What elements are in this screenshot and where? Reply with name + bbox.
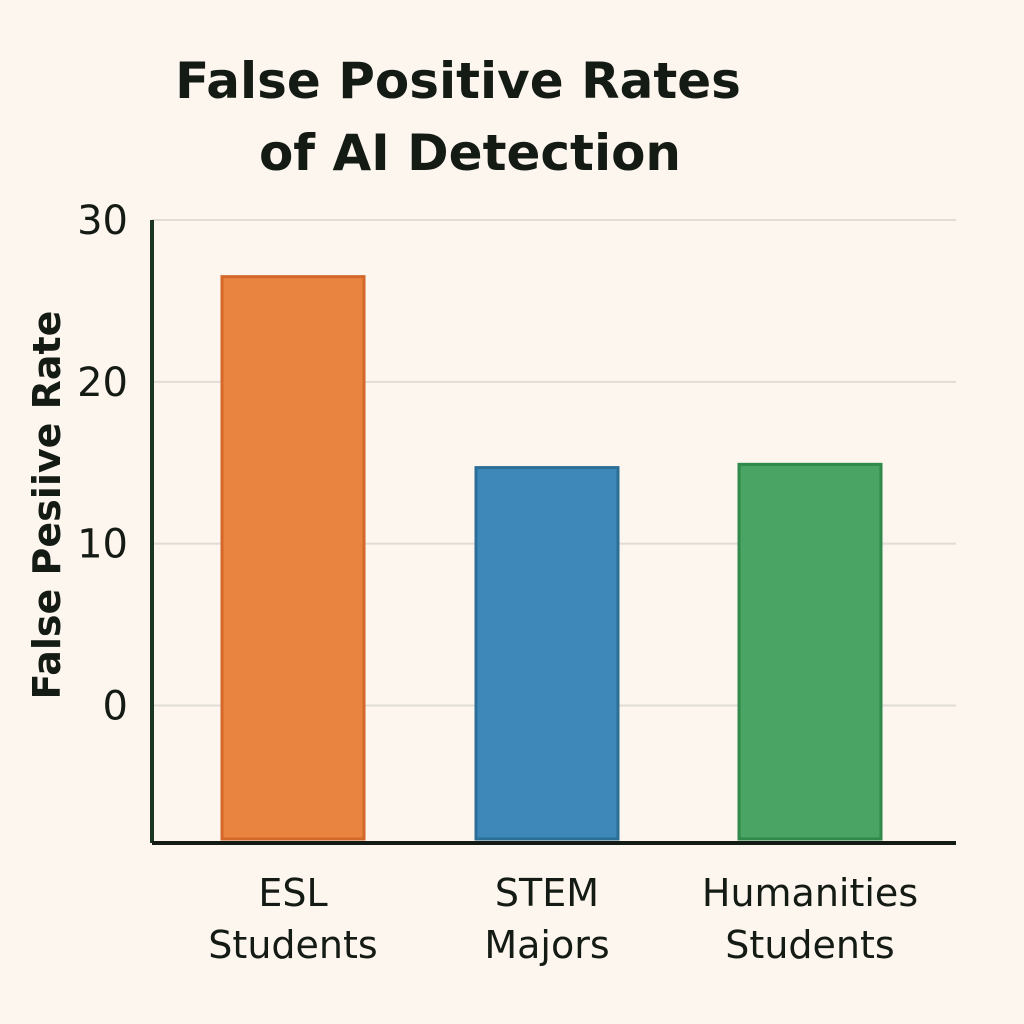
category-label: STEM <box>495 871 599 915</box>
y-tick-labels: 0 10 20 30 <box>77 198 128 729</box>
axes <box>150 220 956 845</box>
chart-title-line-2: of AI Detection <box>259 124 681 182</box>
y-tick-label: 0 <box>103 683 128 729</box>
category-labels: ESL Students STEM Majors Humanities Students <box>208 871 918 967</box>
category-label: Majors <box>484 923 609 967</box>
bars <box>220 275 883 841</box>
category-label: Students <box>208 923 377 967</box>
category-label: Students <box>725 923 894 967</box>
y-tick-label: 20 <box>77 360 128 406</box>
category-label: Humanities <box>702 871 918 915</box>
y-tick-label: 10 <box>77 522 128 568</box>
chart-title-line-1: False Positive Rates <box>175 52 741 110</box>
bar-1 <box>220 275 366 841</box>
y-axis-label: False Pesiive Rate <box>25 311 69 700</box>
category-label: ESL <box>258 871 327 915</box>
bar-2 <box>474 466 620 841</box>
bar-3 <box>737 462 883 841</box>
y-tick-label: 30 <box>77 198 128 244</box>
